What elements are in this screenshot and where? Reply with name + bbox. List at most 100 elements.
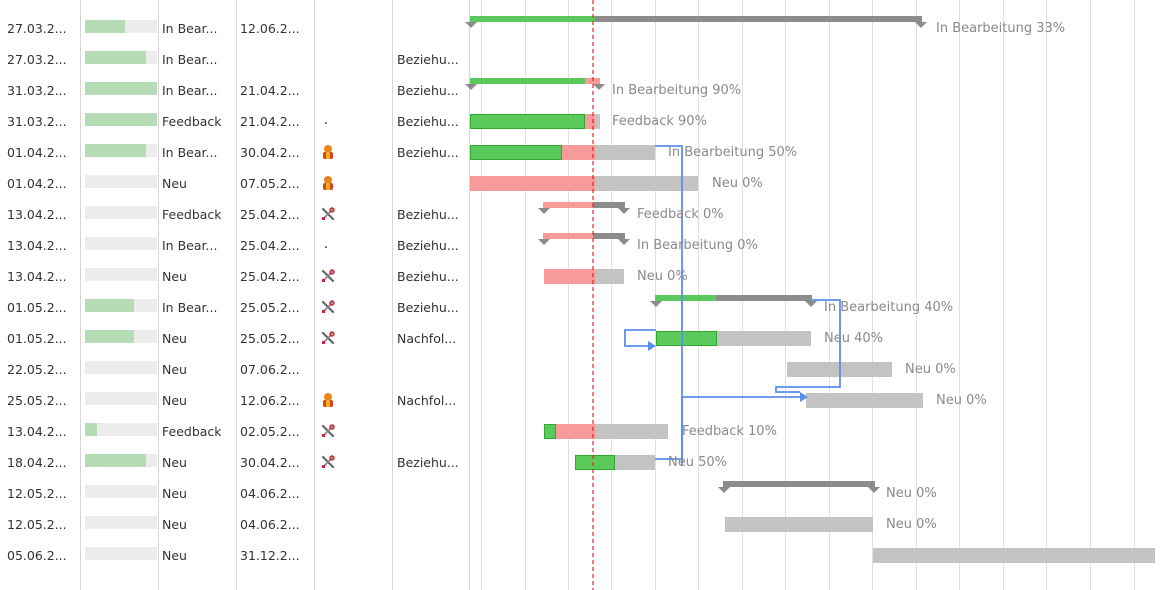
table-row[interactable]: 12.05.2... Neu 04.06.2... (0, 478, 469, 509)
table-row[interactable]: 27.03.2... In Bear... 12.06.2... (0, 13, 469, 44)
start-date-cell: 05.06.2... (7, 548, 67, 563)
progress-bar (85, 82, 157, 95)
progress-bar (85, 144, 157, 157)
table-row[interactable]: 01.05.2... Neu 25.05.2... Nachfol... (0, 323, 469, 354)
end-date-cell: 25.04.2... (240, 207, 300, 222)
table-row[interactable]: 01.05.2... In Bear... 25.05.2... Beziehu... (0, 292, 469, 323)
summary-progress (543, 233, 593, 239)
start-date-cell: 13.04.2... (7, 424, 67, 439)
status-cell: Neu (162, 455, 187, 470)
summary-end-marker (618, 239, 630, 245)
grid-line (1090, 0, 1091, 590)
grid-line (568, 0, 569, 590)
bar-label: Neu 0% (886, 486, 937, 501)
tools-icon (320, 423, 336, 439)
overdue-segment (585, 114, 595, 129)
start-date-cell: 12.05.2... (7, 486, 67, 501)
progress-bar (85, 20, 157, 33)
table-row[interactable]: 01.04.2... Neu 07.05.2... (0, 168, 469, 199)
end-date-cell: 31.12.2... (240, 548, 300, 563)
relation-cell: Beziehu... (397, 52, 459, 67)
end-date-cell: 02.05.2... (240, 424, 300, 439)
table-row[interactable]: 22.05.2... Neu 07.06.2... (0, 354, 469, 385)
bar-label: Neu 50% (668, 455, 727, 470)
status-cell: In Bear... (162, 21, 218, 36)
summary-bar[interactable] (470, 16, 922, 22)
table-row[interactable]: 13.04.2... Feedback 25.04.2... Beziehu... (0, 199, 469, 230)
table-row[interactable]: 12.05.2... Neu 04.06.2... (0, 509, 469, 540)
end-date-cell: 25.05.2... (240, 331, 300, 346)
progress-segment (544, 424, 556, 439)
progress-bar (85, 268, 157, 281)
progress-fill (85, 423, 97, 436)
relation-cell: Beziehu... (397, 145, 459, 160)
table-row[interactable]: 13.04.2... In Bear... 25.04.2.... Beziehu..… (0, 230, 469, 261)
summary-end-marker (618, 208, 630, 214)
start-date-cell: 01.04.2... (7, 145, 67, 160)
bar-label: Neu 0% (905, 362, 956, 377)
summary-start-marker (538, 208, 550, 214)
summary-progress (543, 202, 593, 208)
progress-bar (85, 330, 157, 343)
end-date-cell: 12.06.2... (240, 393, 300, 408)
task-bar[interactable] (725, 517, 873, 532)
grid-line (1046, 0, 1047, 590)
task-bar[interactable] (873, 548, 1155, 563)
table-row[interactable]: 13.04.2... Feedback 02.05.2... (0, 416, 469, 447)
summary-bar[interactable] (723, 481, 875, 487)
summary-end-marker (915, 22, 927, 28)
table-row[interactable]: 25.05.2... Neu 12.06.2... Nachfol... (0, 385, 469, 416)
end-date-cell: 07.06.2... (240, 362, 300, 377)
table-row[interactable]: 27.03.2... In Bear... Beziehu... (0, 44, 469, 75)
start-date-cell: 27.03.2... (7, 21, 67, 36)
status-cell: Neu (162, 176, 187, 191)
relation-cell: Nachfol... (397, 393, 457, 408)
end-date-cell: 25.04.2... (240, 269, 300, 284)
progress-bar (85, 237, 157, 250)
progress-bar (85, 206, 157, 219)
status-cell: In Bear... (162, 300, 218, 315)
table-row[interactable]: 05.06.2... Neu 31.12.2... (0, 540, 469, 571)
summary-start-marker (465, 84, 477, 90)
end-date-cell: 30.04.2... (240, 455, 300, 470)
table-row[interactable]: 31.03.2... Feedback 21.04.2.... Beziehu... (0, 106, 469, 137)
table-row[interactable]: 13.04.2... Neu 25.04.2... Beziehu... (0, 261, 469, 292)
status-cell: Feedback (162, 424, 222, 439)
table-row[interactable]: 18.04.2... Neu 30.04.2... Beziehu... (0, 447, 469, 478)
relation-cell: Beziehu... (397, 238, 459, 253)
grid-line (829, 0, 830, 590)
table-row[interactable]: 31.03.2... In Bear... 21.04.2... Beziehu... (0, 75, 469, 106)
bar-label: In Bearbeitung 40% (824, 300, 954, 315)
summary-start-marker (650, 301, 662, 307)
grid-line (469, 0, 470, 590)
progress-bar (85, 516, 157, 529)
progress-segment (470, 145, 562, 160)
summary-done (470, 16, 595, 22)
start-date-cell: 25.05.2... (7, 393, 67, 408)
dependency-arrow (624, 329, 656, 347)
task-bar[interactable] (806, 393, 923, 408)
table-row[interactable]: 01.04.2... In Bear... 30.04.2... Beziehu... (0, 137, 469, 168)
progress-segment (656, 331, 717, 346)
grid-line (236, 0, 237, 590)
status-cell: Feedback (162, 207, 222, 222)
overdue-segment (562, 145, 595, 160)
summary-bar[interactable] (655, 295, 812, 301)
progress-bar (85, 423, 157, 436)
progress-fill (85, 113, 157, 126)
progress-bar (85, 51, 157, 64)
summary-done (470, 78, 585, 84)
dependency-arrow (655, 145, 683, 460)
grid-line (1003, 0, 1004, 590)
grid-line (314, 0, 315, 590)
tools-icon (320, 299, 336, 315)
bar-label: Feedback 0% (637, 207, 724, 222)
progress-fill (85, 330, 134, 343)
status-cell: Neu (162, 548, 187, 563)
summary-end-marker (593, 84, 605, 90)
relation-cell: Beziehu... (397, 300, 459, 315)
end-date-cell: 12.06.2... (240, 21, 300, 36)
start-date-cell: 13.04.2... (7, 238, 67, 253)
tools-icon (320, 330, 336, 346)
grid-line (158, 0, 159, 590)
